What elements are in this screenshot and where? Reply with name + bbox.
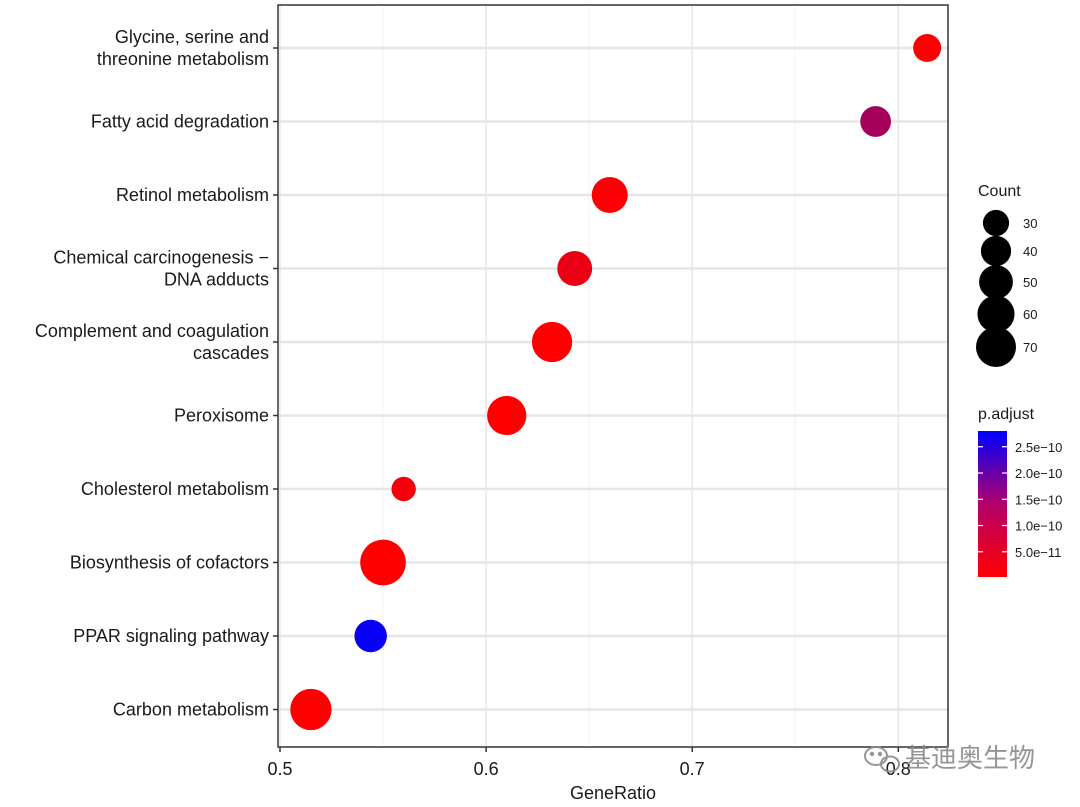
data-point [531,321,573,363]
count-legend-label: 30 [1023,216,1037,231]
y-tick-label: Retinol metabolism [116,185,269,205]
colorbar-tick-label: 2.0e−10 [1015,466,1062,481]
colorbar-tick-label: 5.0e−11 [1015,545,1061,560]
minor-grid [382,5,796,747]
padjust-legend-title: p.adjust [978,406,1035,423]
x-tick-label: 0.6 [474,759,499,779]
data-point [391,476,416,502]
y-tick-label: Carbon metabolism [113,700,269,720]
y-tick-label: cascades [193,343,269,363]
data-point [557,251,593,286]
data-point [913,33,942,63]
count-legend-dot [980,235,1012,267]
count-legend-title: Count [978,183,1021,200]
data-point [290,688,332,731]
y-tick-label: PPAR signaling pathway [73,626,269,646]
y-tick-label: threonine metabolism [97,49,269,69]
x-tick-label: 0.5 [267,759,292,779]
plot-border [277,4,949,748]
y-tick-label: Biosynthesis of cofactors [70,553,269,573]
count-legend-dot [977,295,1015,333]
data-point [487,395,527,436]
count-legend-label: 50 [1023,275,1037,290]
x-axis: 0.5 0.6 0.7 0.8 [267,747,911,779]
x-tick-label: 0.8 [886,759,911,779]
y-tick-label: Complement and coagulation [35,321,269,341]
count-legend-dot [982,209,1010,237]
count-legend-dot [975,326,1017,368]
wechat-icon [864,746,900,773]
y-tick-label: Glycine, serine and [115,27,269,47]
data-point [591,176,628,214]
count-legend-label: 70 [1023,340,1037,355]
colorbar-tick-label: 1.5e−10 [1015,492,1062,507]
watermark-text: 基迪奥生物 [905,744,1035,774]
padjust-colorbar [978,431,1007,577]
x-tick-label: 0.7 [680,759,705,779]
plot-panel [278,5,948,747]
data-points [290,33,942,731]
count-legend-dot [979,265,1013,299]
x-axis-title: GeneRatio [570,783,656,803]
watermark: 基迪奥生物 [864,744,1035,774]
padjust-legend: p.adjust 5.0e−11 1.0e−10 1.5e−10 2.0e−10 2.5… [978,406,1062,577]
data-point [354,619,387,653]
colorbar-tick-label: 1.0e−10 [1015,519,1062,534]
data-point [860,106,892,137]
data-point [360,539,406,586]
count-legend-label: 60 [1023,307,1037,322]
y-tick-label: Chemical carcinogenesis − [53,248,269,268]
y-tick-label: Cholesterol metabolism [81,479,269,499]
count-legend: Count 30 40 50 60 70 [975,183,1037,368]
colorbar-tick-label: 2.5e−10 [1015,440,1062,455]
count-legend-label: 40 [1023,244,1037,259]
y-tick-label: Peroxisome [174,406,269,426]
y-tick-label: Fatty acid degradation [91,112,269,132]
y-tick-label: DNA adducts [164,270,269,290]
